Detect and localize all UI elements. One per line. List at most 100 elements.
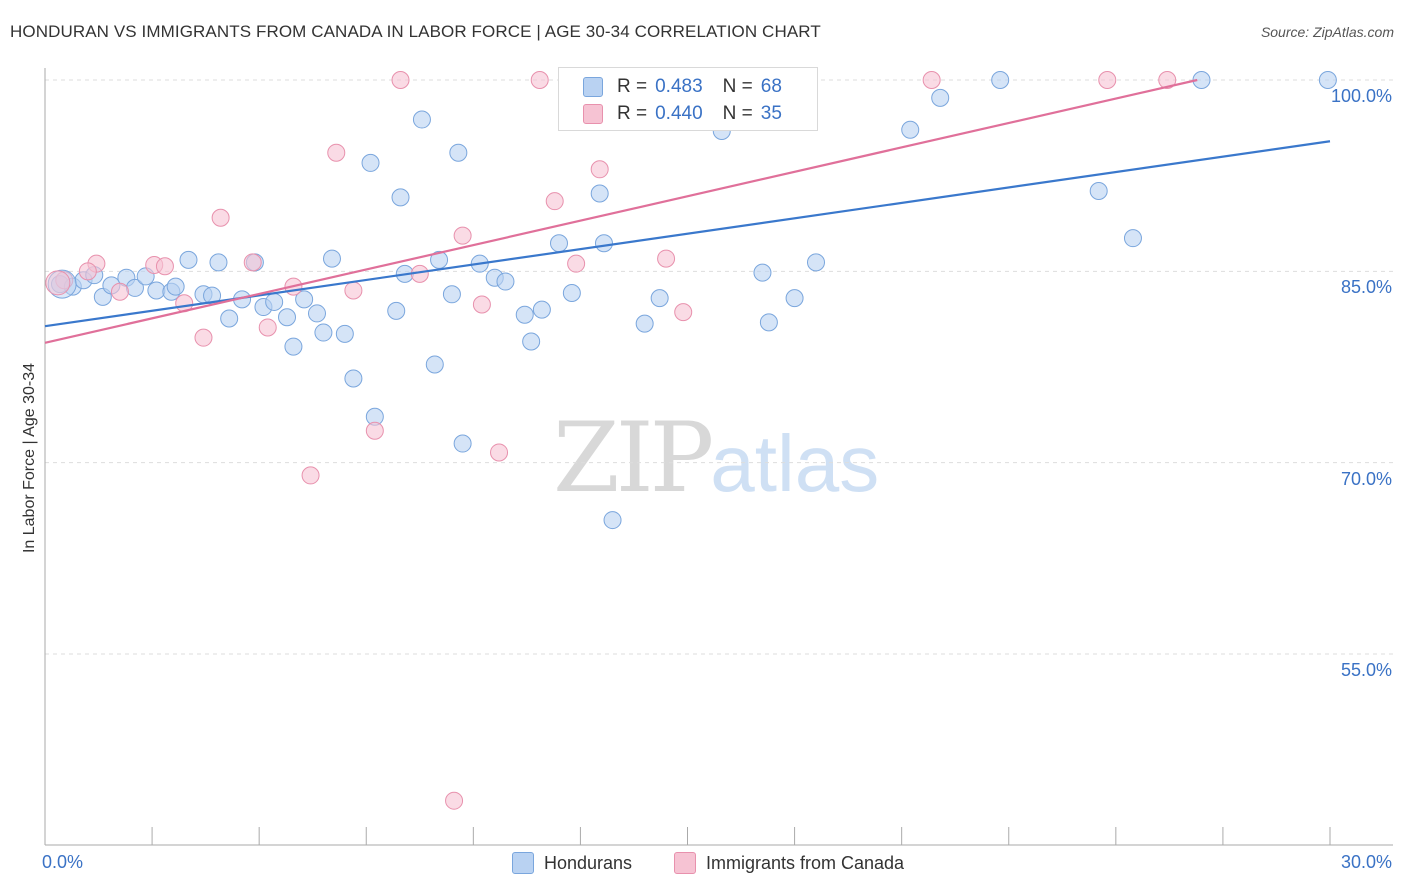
honduran-point	[322, 249, 341, 268]
r-label: R =	[617, 76, 648, 97]
source-label: Source: ZipAtlas.com	[1260, 24, 1394, 40]
y-tick-label: 100.0%	[1330, 86, 1392, 106]
y-tick-label: 70.0%	[1340, 468, 1392, 489]
honduran-point	[931, 88, 950, 107]
chart-title: HONDURAN VS IMMIGRANTS FROM CANADA IN LA…	[10, 22, 821, 41]
honduran-point	[412, 110, 431, 129]
n-value: 35	[760, 103, 782, 124]
canada-point	[344, 281, 363, 300]
honduran-point	[550, 234, 568, 253]
honduran-point	[278, 308, 297, 327]
honduran-point	[147, 281, 166, 300]
legend-item-hondurans[interactable]: Hondurans	[512, 852, 632, 874]
gridlines	[45, 79, 1393, 655]
honduran-point	[562, 284, 581, 303]
canada-point	[567, 254, 586, 273]
honduran-point	[1123, 229, 1142, 248]
honduran-point	[522, 332, 541, 351]
canada-point	[490, 443, 509, 462]
honduran-point	[314, 323, 333, 342]
honduran-point	[265, 292, 284, 311]
honduran-point	[590, 184, 609, 203]
canada-point	[657, 249, 676, 268]
honduran-point	[391, 188, 410, 207]
y-tick-label: 85.0%	[1340, 277, 1392, 298]
honduran-point	[425, 355, 444, 374]
honduran-point	[209, 253, 228, 272]
canada-point	[110, 282, 129, 301]
canada-point	[301, 466, 320, 485]
canada-point	[78, 262, 97, 281]
canada-point	[391, 71, 410, 89]
canada-point	[211, 208, 230, 227]
legend-label-canada: Immigrants from Canada	[706, 852, 905, 873]
honduran-point	[387, 301, 406, 320]
canada-point	[472, 295, 491, 314]
stats-legend: R = 0.483 N = 68 R = 0.440 N = 35	[558, 67, 818, 131]
honduran-point	[496, 272, 515, 291]
r-value: 0.483	[655, 76, 703, 97]
x-tick-label-min: 0.0%	[42, 852, 84, 872]
canada-point	[453, 226, 472, 245]
honduran-point	[307, 304, 326, 323]
y-tick-label: 55.0%	[1340, 660, 1392, 680]
honduran-point	[807, 253, 825, 272]
n-label: N =	[722, 103, 753, 124]
canada-point	[243, 253, 262, 272]
canada-point	[45, 270, 71, 296]
honduran-point	[335, 324, 354, 343]
canada-point	[258, 318, 277, 337]
honduran-point	[295, 290, 314, 309]
honduran-point	[1318, 71, 1337, 89]
canada-swatch	[583, 104, 603, 124]
honduran-trend-line	[44, 140, 1331, 328]
honduran-point	[284, 337, 303, 356]
n-value: 68	[760, 76, 782, 97]
honduran-point	[753, 263, 772, 282]
trend-lines	[44, 78, 1331, 344]
bottom-legend: Hondurans Immigrants from Canada	[0, 852, 1406, 878]
r-label: R =	[617, 103, 648, 124]
x-tick-label-max: 30.0%	[1340, 852, 1392, 872]
data-points	[45, 71, 1337, 810]
honduran-point	[759, 313, 778, 332]
canada-point	[674, 303, 693, 322]
canada-point	[590, 160, 609, 179]
canada-point	[545, 192, 564, 211]
honduran-point	[442, 285, 461, 304]
legend-label-hondurans: Hondurans	[544, 852, 633, 873]
honduran-point	[532, 300, 551, 319]
honduran-point	[361, 153, 380, 172]
legend-item-canada[interactable]: Immigrants from Canada	[674, 852, 904, 874]
canada-point	[1098, 71, 1117, 89]
canada-point	[194, 328, 213, 347]
honduran-point	[635, 314, 654, 333]
honduran-point	[179, 250, 198, 269]
hondurans-legend-swatch	[512, 852, 534, 874]
canada-point	[530, 71, 549, 89]
honduran-point	[166, 277, 185, 296]
honduran-point	[594, 234, 613, 253]
honduran-point	[603, 511, 622, 530]
honduran-point	[453, 434, 472, 453]
n-label: N =	[722, 76, 753, 97]
r-value: 0.440	[655, 103, 703, 124]
honduran-point	[220, 309, 239, 328]
canada-point	[327, 143, 346, 162]
honduran-point	[449, 143, 468, 162]
honduran-point	[515, 305, 534, 324]
canada-point	[1158, 71, 1177, 89]
honduran-point	[650, 289, 669, 308]
canada-point	[155, 257, 174, 276]
canada-point	[445, 791, 464, 810]
hondurans-swatch	[583, 77, 603, 97]
honduran-point	[1089, 181, 1108, 200]
honduran-point	[344, 369, 363, 388]
canada-trend-line	[44, 78, 1198, 344]
canada-legend-swatch	[674, 852, 696, 874]
stats-row-canada: R = 0.440 N = 35	[583, 100, 782, 128]
honduran-point	[991, 71, 1010, 89]
stats-row-hondurans: R = 0.483 N = 68	[583, 73, 782, 101]
honduran-point	[901, 120, 920, 139]
